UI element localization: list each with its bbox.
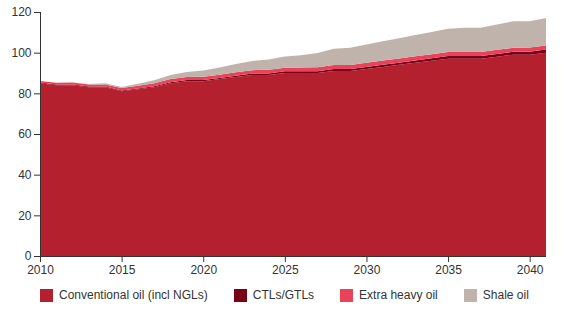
svg-text:2020: 2020 xyxy=(190,263,217,277)
svg-text:2040: 2040 xyxy=(517,263,544,277)
svg-text:80: 80 xyxy=(18,87,32,101)
svg-text:40: 40 xyxy=(18,168,32,182)
svg-text:2030: 2030 xyxy=(354,263,381,277)
html-text:Shale oil: Shale oil xyxy=(482,288,529,302)
svg-text:2010: 2010 xyxy=(27,263,54,277)
html-text:Conventional oil (incl NGLs): Conventional oil (incl NGLs) xyxy=(59,288,208,302)
svg-text:120: 120 xyxy=(11,5,31,19)
svg-text:0: 0 xyxy=(25,249,32,263)
svg-text:20: 20 xyxy=(18,209,32,223)
svg-text:2035: 2035 xyxy=(435,263,462,277)
svg-text:100: 100 xyxy=(11,46,31,60)
svg-text:2025: 2025 xyxy=(272,263,299,277)
html-text:CTLs/GTLs: CTLs/GTLs xyxy=(252,288,315,302)
svg-text:2015: 2015 xyxy=(109,263,136,277)
svg-text:60: 60 xyxy=(18,127,32,141)
html-text:Extra heavy oil: Extra heavy oil xyxy=(359,288,438,302)
